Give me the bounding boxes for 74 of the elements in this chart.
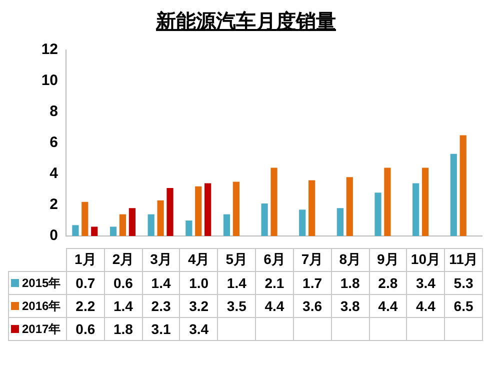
data-label: 3.4: [180, 318, 218, 340]
data-label: 1.7: [293, 272, 332, 294]
y-tick-label: 10: [41, 72, 58, 90]
x-tick-label: 9月: [369, 248, 407, 272]
data-label: 3.6: [293, 294, 332, 318]
data-label: 3.4: [406, 272, 445, 294]
bar: [72, 225, 79, 236]
data-label: 1.8: [331, 272, 369, 294]
bar: [195, 186, 202, 236]
bar: [346, 177, 353, 236]
x-tick-label: 5月: [218, 248, 256, 272]
y-tick-label: 6: [50, 134, 58, 152]
y-tick-label: 2: [50, 196, 58, 214]
data-label: 1.8: [104, 318, 142, 340]
data-label: 2.2: [66, 294, 104, 318]
bar: [336, 208, 344, 236]
data-label: 4.4: [406, 294, 445, 318]
data-label: 3.5: [218, 294, 256, 318]
bar: [412, 183, 420, 236]
data-label: 1.4: [104, 294, 142, 318]
data-label: 1.4: [218, 272, 256, 294]
y-tick-label: 0: [50, 227, 58, 244]
x-tick-label: 2月: [104, 248, 142, 272]
bar: [270, 168, 278, 236]
bar: [91, 226, 98, 236]
x-tick-label: 4月: [180, 248, 218, 272]
bar: [308, 180, 316, 236]
data-label: 3.1: [142, 318, 180, 340]
bar: [128, 208, 136, 236]
data-label: 3.8: [331, 294, 369, 318]
bar: [374, 192, 382, 236]
data-label: 0.6: [66, 318, 104, 340]
x-tick-label: 11月: [444, 248, 482, 272]
data-label: 1.0: [180, 272, 218, 294]
data-label: 3.2: [180, 294, 218, 318]
data-label: 0.6: [104, 272, 142, 294]
bar: [422, 168, 429, 236]
data-label: 2.8: [369, 272, 407, 294]
bar: [261, 203, 268, 236]
chart-title: 新能源汽车月度销量: [154, 10, 337, 35]
x-tick-label: 6月: [256, 248, 294, 272]
legend-label: 2015年: [8, 272, 66, 294]
data-label: 6.5: [444, 294, 482, 318]
x-tick-label: 8月: [331, 248, 369, 272]
x-tick-label: 10月: [406, 248, 445, 272]
x-tick-label: 3月: [142, 248, 180, 272]
bar: [204, 183, 212, 236]
bar: [186, 220, 192, 236]
y-tick-label: 4: [50, 165, 59, 182]
bar: [119, 214, 126, 236]
bar: [460, 135, 466, 236]
data-label: 4.4: [369, 294, 407, 318]
data-label: 0.7: [66, 272, 104, 294]
bar: [450, 154, 457, 236]
bar: [166, 188, 174, 236]
x-tick-label: 7月: [293, 248, 332, 272]
bar: [299, 210, 306, 236]
bar: [82, 202, 88, 236]
legend-label: 2016年: [8, 294, 66, 318]
bar: [223, 214, 230, 236]
data-label: 2.3: [142, 294, 180, 318]
data-label: 2.1: [256, 272, 294, 294]
x-tick-label: 1月: [66, 248, 104, 272]
data-label: 4.4: [256, 294, 294, 318]
bar: [232, 182, 240, 236]
bar: [384, 168, 391, 236]
legend-label: 2017年: [8, 318, 66, 340]
bar: [148, 214, 154, 236]
data-label: 5.3: [444, 272, 482, 294]
y-tick-label: 8: [50, 103, 58, 120]
bar: [157, 200, 164, 236]
data-label: 1.4: [142, 272, 180, 294]
bar: [110, 226, 117, 236]
y-tick-label: 12: [41, 41, 58, 58]
